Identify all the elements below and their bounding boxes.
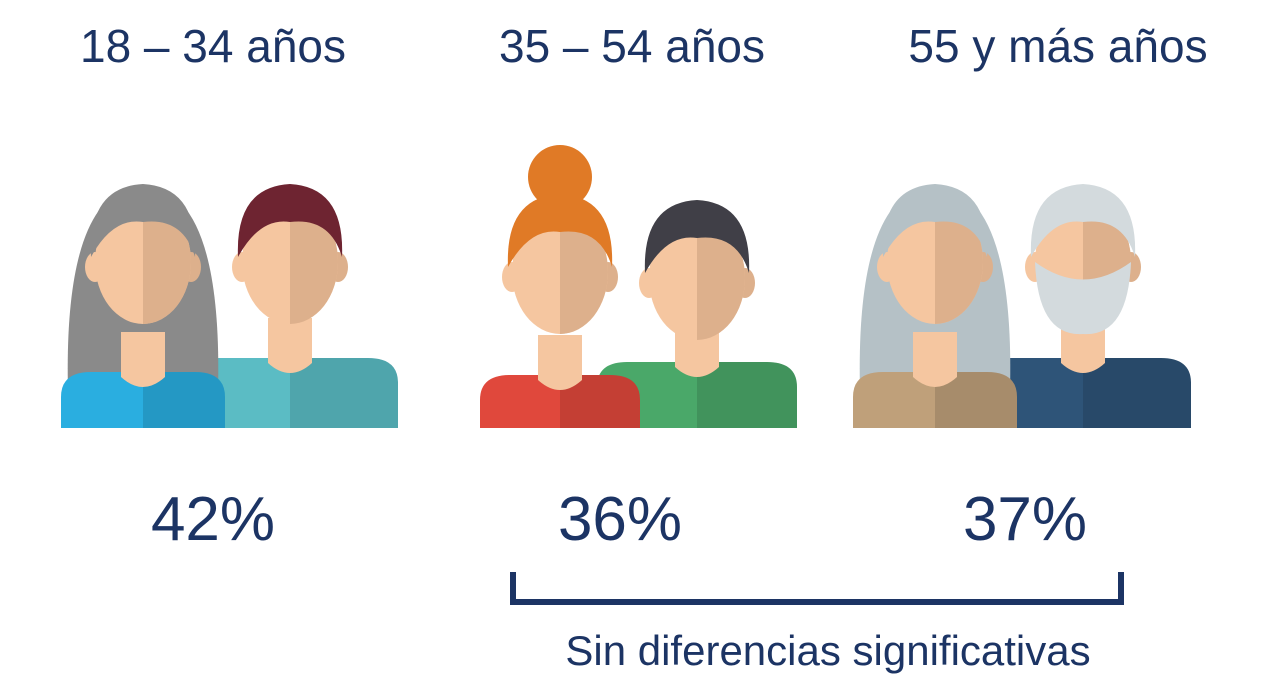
neck xyxy=(268,318,312,373)
body-shade xyxy=(290,358,398,428)
group-label: 55 y más años xyxy=(908,20,1207,72)
group-label: 35 – 54 años xyxy=(499,20,765,72)
neck xyxy=(913,332,957,387)
neck xyxy=(121,332,165,387)
group-value: 37% xyxy=(963,485,1087,554)
infographic: 18 – 34 años 35 – 54 años 55 y más años … xyxy=(0,0,1265,675)
group-value: 42% xyxy=(151,485,275,554)
note: Sin diferencias significativas xyxy=(565,627,1090,674)
hair-bun xyxy=(528,145,592,209)
group-label: 18 – 34 años xyxy=(80,20,346,72)
body-shade xyxy=(1083,358,1191,428)
group-value: 36% xyxy=(558,485,682,554)
neck xyxy=(538,335,582,390)
